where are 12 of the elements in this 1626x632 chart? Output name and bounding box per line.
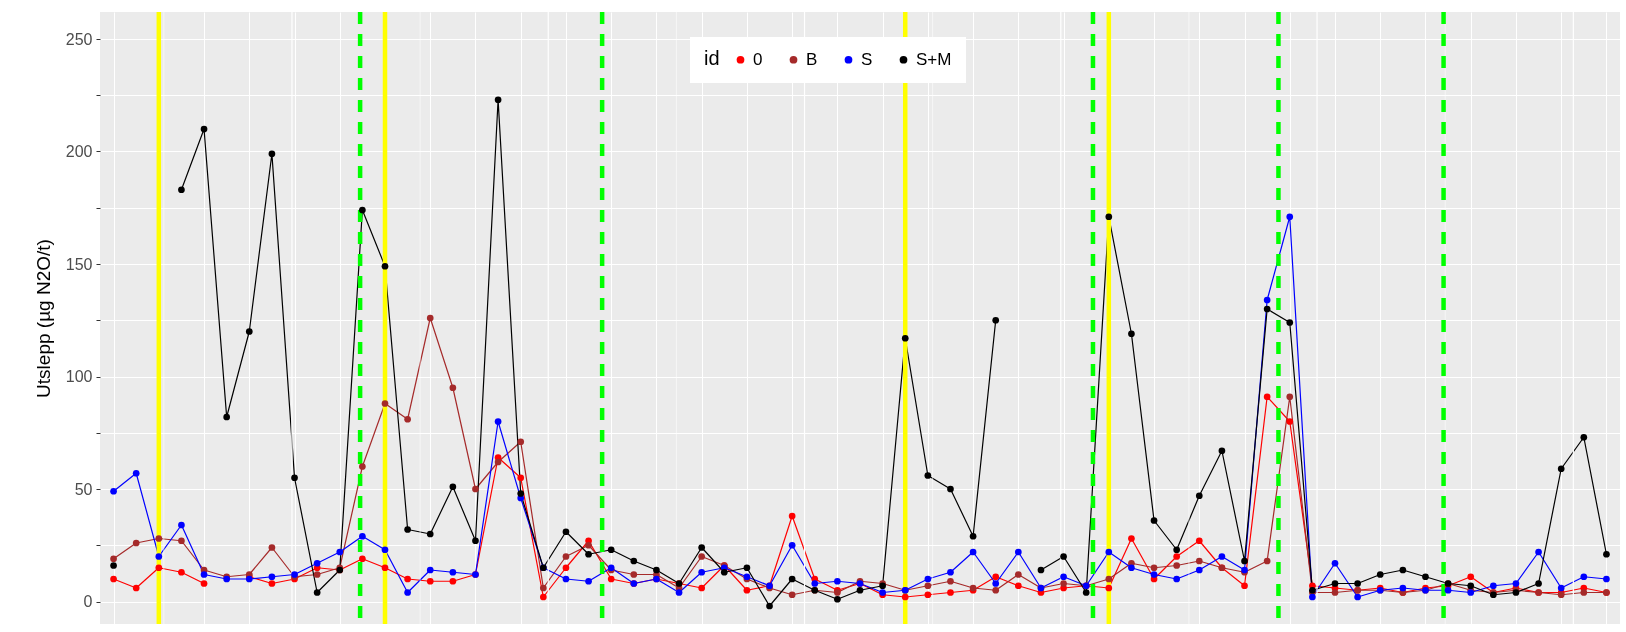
y-axis-title: Utslepp (µg N2O/t) (32, 239, 54, 398)
legend-label: 0 (753, 49, 763, 69)
y-tick-label: 150 (65, 255, 93, 273)
y-tick-label: 100 (65, 368, 93, 385)
y-tick-label: 250 (65, 30, 93, 48)
legend-label: S (861, 49, 873, 69)
legend-label: B (806, 49, 818, 69)
y-tick-label: 0 (83, 593, 93, 610)
legend-title: id (704, 47, 720, 69)
y-tick-label: 200 (65, 143, 93, 160)
y-tick-label: 50 (74, 480, 93, 498)
legend-label: S+M (916, 49, 952, 69)
